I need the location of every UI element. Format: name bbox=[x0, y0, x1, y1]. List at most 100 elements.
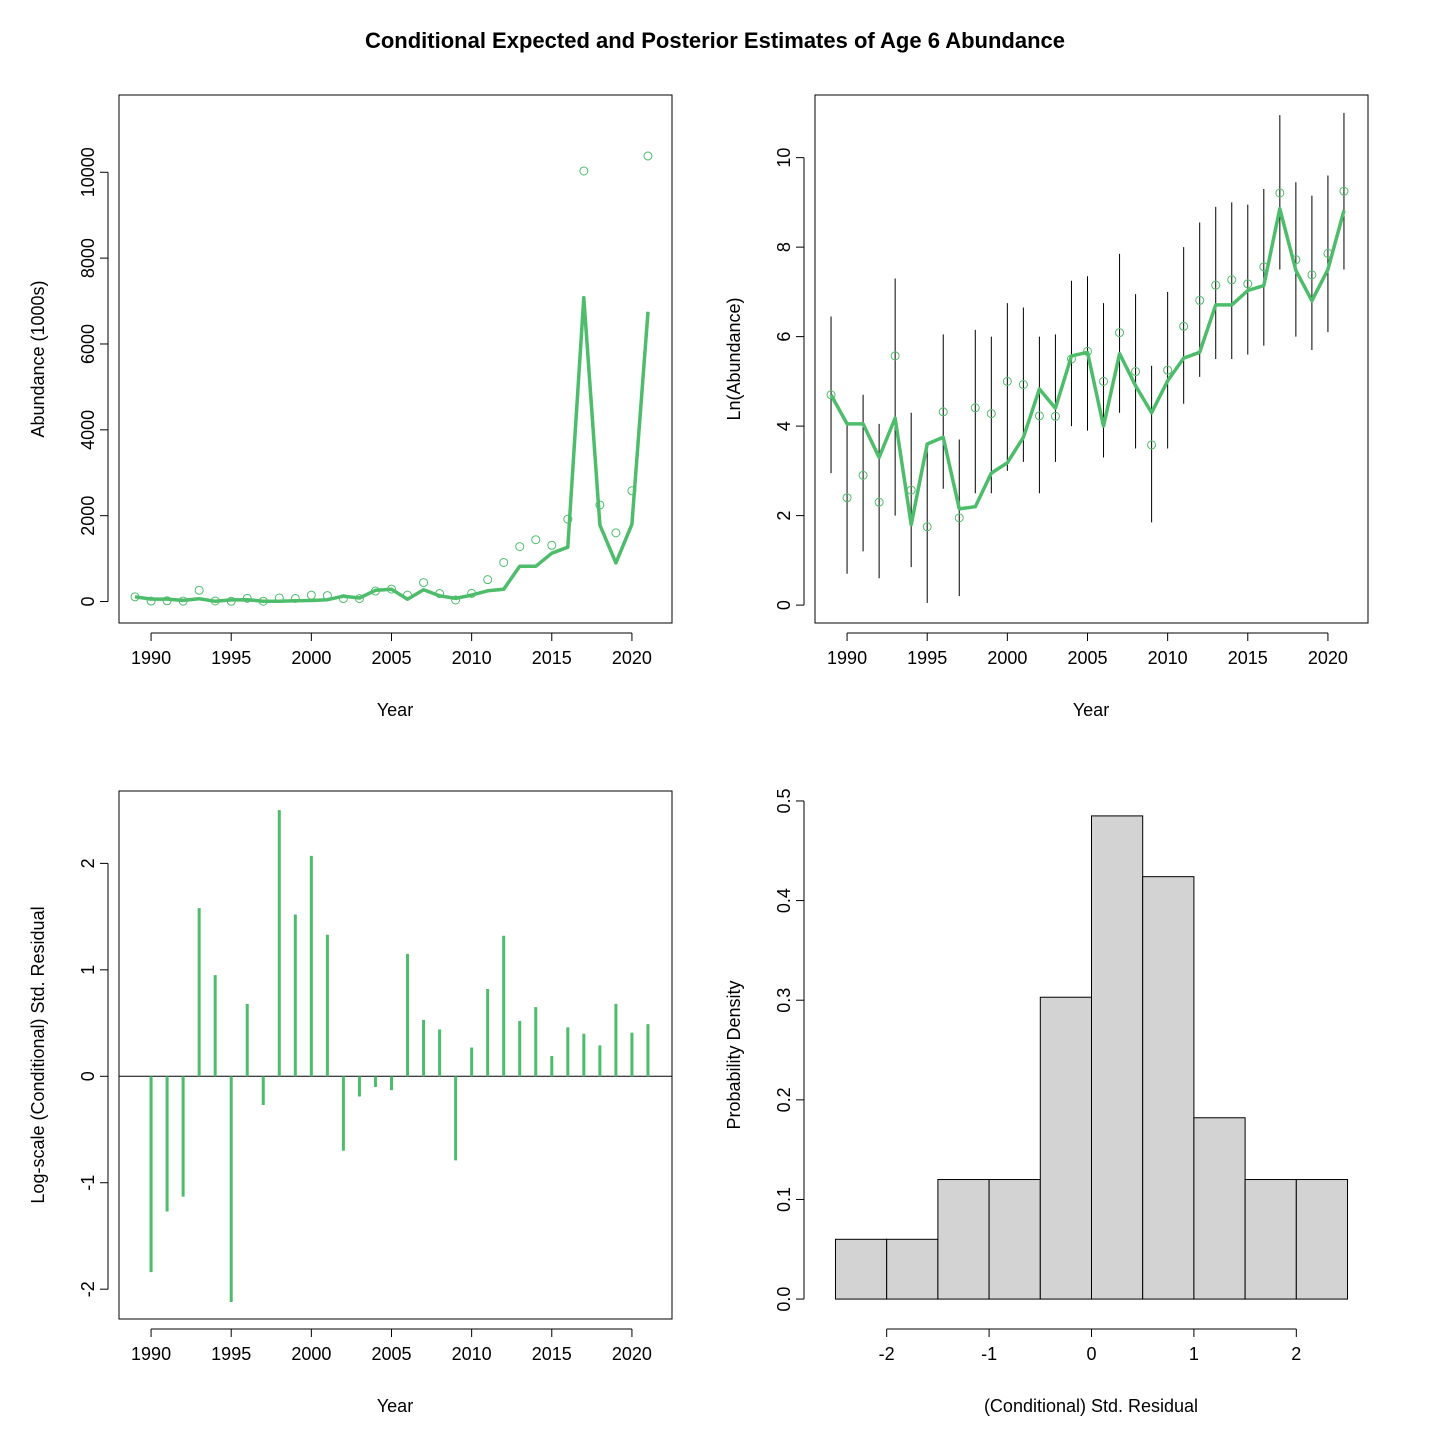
observation-point bbox=[515, 542, 525, 552]
observation-point bbox=[938, 407, 948, 417]
observation-point bbox=[531, 535, 541, 545]
x-tick-label: 2020 bbox=[612, 1344, 652, 1364]
x-tick-label: 2020 bbox=[1308, 648, 1348, 668]
x-tick-label: 2000 bbox=[291, 1344, 331, 1364]
observation-point bbox=[858, 470, 868, 480]
observation-point bbox=[419, 578, 429, 588]
x-tick-label: 2010 bbox=[1148, 648, 1188, 668]
x-tick-label: 2000 bbox=[987, 648, 1027, 668]
observation-point bbox=[1291, 255, 1301, 265]
y-axis: -2 -1 0 1 2 bbox=[78, 858, 109, 1297]
x-tick-label: 1 bbox=[1189, 1344, 1199, 1364]
observation-point bbox=[1211, 280, 1221, 290]
plot-marks bbox=[826, 112, 1349, 603]
observation-point bbox=[986, 409, 996, 419]
y-tick-label: 0.5 bbox=[774, 788, 794, 813]
x-tick-label: 1990 bbox=[131, 1344, 171, 1364]
observation-point bbox=[226, 596, 236, 606]
x-tick-label: 2005 bbox=[371, 1344, 411, 1364]
histogram-bar bbox=[988, 1179, 1041, 1300]
observation-point bbox=[842, 493, 852, 503]
x-axis-label: (Conditional) Std. Residual bbox=[984, 1396, 1198, 1416]
observation-point bbox=[322, 591, 332, 601]
y-axis-label: Log-scale (Conditional) Std. Residual bbox=[28, 906, 48, 1203]
observation-point bbox=[890, 351, 900, 361]
observation-point bbox=[1307, 270, 1317, 280]
plot-frame bbox=[118, 790, 673, 1320]
observation-point bbox=[1227, 275, 1237, 285]
y-tick-label: 0.1 bbox=[774, 1187, 794, 1212]
x-axis-label: Year bbox=[377, 700, 413, 720]
x-tick-label: 2015 bbox=[532, 1344, 572, 1364]
estimate-line bbox=[829, 206, 1346, 527]
histogram-bar bbox=[1091, 815, 1144, 1300]
plot-marks bbox=[834, 815, 1349, 1300]
observation-point bbox=[370, 586, 380, 596]
observation-point bbox=[563, 514, 573, 524]
observation-point bbox=[354, 594, 364, 604]
x-tick-label: -1 bbox=[981, 1344, 997, 1364]
y-axis-label: Ln(Abundance) bbox=[724, 297, 744, 420]
y-axis: 0.0 0.1 0.2 0.3 0.4 0.5 bbox=[774, 788, 805, 1312]
observation-point bbox=[1082, 346, 1092, 356]
x-tick-label: 2015 bbox=[1228, 648, 1268, 668]
observation-point bbox=[290, 593, 300, 603]
y-tick-label: 0 bbox=[78, 597, 98, 607]
x-tick-label: 1990 bbox=[131, 648, 171, 668]
observation-point bbox=[338, 594, 348, 604]
observation-point bbox=[595, 500, 605, 510]
observation-point bbox=[258, 596, 268, 606]
x-tick-label: 0 bbox=[1086, 1344, 1096, 1364]
observation-point bbox=[1259, 262, 1269, 272]
histogram-bar bbox=[1039, 996, 1092, 1300]
panel-abundance: 1990 1995 2000 2005 2010 2015 2020 0 2000 4000 60… bbox=[28, 94, 673, 720]
observation-point bbox=[210, 596, 220, 606]
x-tick-label: 2020 bbox=[612, 648, 652, 668]
figure-title: Conditional Expected and Posterior Estim… bbox=[365, 28, 1065, 53]
observation-point bbox=[627, 486, 637, 496]
x-tick-label: 2 bbox=[1291, 1344, 1301, 1364]
observation-point bbox=[1179, 321, 1189, 331]
y-tick-label: 0.0 bbox=[774, 1287, 794, 1312]
observation-point bbox=[922, 522, 932, 532]
x-tick-label: 2000 bbox=[291, 648, 331, 668]
x-tick-label: 2005 bbox=[371, 648, 411, 668]
panel-ln-abundance: 1990 1995 2000 2005 2010 2015 2020 0 2 4 6 8 10 Yea… bbox=[724, 94, 1369, 720]
observation-point bbox=[547, 540, 557, 550]
x-tick-label: 1995 bbox=[907, 648, 947, 668]
histogram-bar bbox=[1193, 1117, 1246, 1300]
y-tick-label: 6000 bbox=[78, 324, 98, 364]
observation-point bbox=[1066, 354, 1076, 364]
observation-point bbox=[146, 596, 156, 606]
y-tick-label: 8 bbox=[774, 242, 794, 252]
y-tick-label: 8000 bbox=[78, 238, 98, 278]
observation-point bbox=[643, 151, 653, 161]
plot-frame bbox=[814, 94, 1369, 624]
y-tick-label: 2000 bbox=[78, 496, 98, 536]
observation-point bbox=[1163, 365, 1173, 375]
observation-point bbox=[1243, 279, 1253, 289]
y-tick-label: 2 bbox=[774, 511, 794, 521]
x-axis: -2 -1 0 1 2 bbox=[879, 1328, 1301, 1364]
observation-point bbox=[1275, 188, 1285, 198]
observation-point bbox=[306, 590, 316, 600]
observation-point bbox=[451, 595, 461, 605]
histogram-bar bbox=[1142, 876, 1195, 1300]
x-tick-label: 1995 bbox=[211, 648, 251, 668]
observation-point bbox=[1018, 380, 1028, 390]
x-axis: 1990 1995 2000 2005 2010 2015 2020 bbox=[131, 632, 652, 668]
observation-point bbox=[242, 593, 252, 603]
histogram-bar bbox=[1244, 1179, 1297, 1300]
observation-point bbox=[178, 596, 188, 606]
observation-point bbox=[1339, 186, 1349, 196]
x-axis-label: Year bbox=[377, 1396, 413, 1416]
y-tick-label: 4000 bbox=[78, 410, 98, 450]
observation-point bbox=[1050, 411, 1060, 421]
y-tick-label: 6 bbox=[774, 332, 794, 342]
y-tick-label: -1 bbox=[78, 1175, 98, 1191]
observation-point bbox=[403, 590, 413, 600]
x-tick-label: -2 bbox=[879, 1344, 895, 1364]
plot-frame bbox=[118, 94, 673, 624]
observation-point bbox=[1323, 248, 1333, 258]
